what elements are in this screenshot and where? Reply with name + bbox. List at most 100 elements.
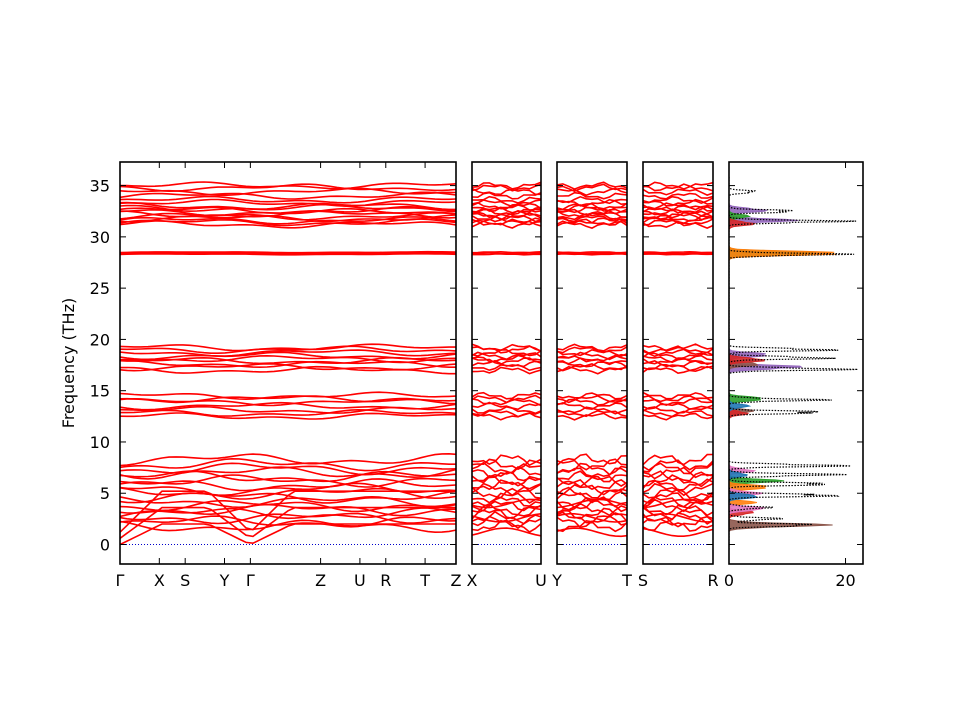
band-line — [472, 510, 541, 525]
band-line — [643, 521, 713, 532]
y-tick-label: 30 — [90, 228, 110, 247]
band-line — [643, 466, 713, 480]
band-line — [472, 465, 541, 479]
band-line — [557, 397, 627, 406]
band-line — [472, 181, 541, 190]
band-line — [472, 195, 541, 204]
band-line — [557, 213, 627, 221]
y-tick-label: 35 — [90, 177, 110, 196]
band-line — [472, 366, 541, 375]
band-line — [120, 401, 456, 411]
band-line — [557, 365, 627, 375]
x-tick-label: T — [621, 571, 632, 590]
band-line — [120, 462, 456, 476]
band-line — [643, 453, 713, 466]
axis-ticks — [119, 162, 863, 564]
band-line — [557, 351, 627, 361]
band-line — [472, 461, 541, 475]
band-panel-p2 — [472, 181, 541, 546]
band-line — [120, 482, 456, 497]
axes-frames — [119, 161, 864, 565]
band-line — [557, 215, 627, 223]
x-tick-label: S — [180, 571, 190, 590]
band-line — [472, 479, 541, 493]
frame-dos — [728, 161, 864, 565]
band-panel-p3 — [557, 181, 627, 546]
band-line — [557, 346, 627, 354]
x-tick-label: Y — [551, 571, 562, 590]
band-line — [120, 216, 456, 225]
band-line — [120, 503, 456, 517]
band-line — [557, 195, 627, 205]
band-line — [643, 498, 713, 513]
band-line — [557, 363, 627, 372]
x-tick-label: X — [154, 571, 165, 590]
band-line — [643, 470, 713, 482]
band-line — [557, 191, 627, 200]
band-line — [120, 507, 456, 520]
band-line — [557, 348, 627, 358]
x-tick-label: R — [380, 571, 391, 590]
band-line — [120, 519, 456, 534]
band-line — [643, 345, 713, 354]
band-line — [472, 471, 541, 484]
band-line — [643, 395, 713, 403]
band-line — [120, 506, 456, 540]
x-tick-label: T — [419, 571, 430, 590]
band-line — [643, 192, 713, 200]
y-tick-label: 10 — [90, 433, 110, 452]
band-line — [557, 515, 627, 529]
band-line — [472, 391, 541, 400]
band-line — [472, 409, 541, 418]
band-line — [120, 207, 456, 217]
band-line — [120, 253, 456, 256]
band-line — [120, 345, 456, 355]
band-line — [643, 198, 713, 207]
band-line — [643, 210, 713, 219]
band-line — [643, 218, 713, 227]
band-line — [120, 512, 456, 525]
band-line — [120, 499, 456, 513]
dos-x-tick-label: 0 — [724, 571, 734, 590]
band-line — [557, 392, 627, 400]
band-line — [643, 412, 713, 421]
band-line — [557, 496, 627, 508]
y-tick-label: 25 — [90, 279, 110, 298]
band-line — [120, 395, 456, 404]
band-line — [120, 351, 456, 361]
band-line — [472, 204, 541, 212]
band-line — [472, 405, 541, 415]
band-line — [472, 187, 541, 196]
dos-x-tick-label: 20 — [835, 571, 855, 590]
x-tick-label: Γ — [116, 571, 125, 590]
band-panel-p4 — [643, 181, 713, 546]
x-tick-label: Z — [451, 571, 462, 590]
band-line — [120, 515, 456, 528]
band-line — [472, 215, 541, 223]
band-line — [557, 502, 627, 517]
band-line — [643, 213, 713, 221]
band-line — [557, 458, 627, 471]
band-line — [472, 401, 541, 411]
band-line — [643, 250, 713, 254]
band-line — [557, 181, 627, 190]
band-line — [472, 496, 541, 507]
band-line — [643, 351, 713, 361]
band-line — [120, 195, 456, 204]
band-line — [643, 202, 713, 211]
band-line — [643, 406, 713, 414]
band-line — [472, 482, 541, 497]
frame-p4 — [642, 161, 714, 565]
band-line — [643, 195, 713, 205]
band-line — [472, 343, 541, 352]
band-line — [120, 250, 456, 254]
x-tick-label: R — [707, 571, 718, 590]
band-line — [643, 348, 713, 358]
band-line — [557, 187, 627, 197]
band-line — [643, 208, 713, 217]
band-line — [120, 211, 456, 221]
x-tick-label: Z — [315, 571, 326, 590]
band-line — [643, 360, 713, 368]
y-tick-label: 15 — [90, 382, 110, 401]
band-line — [120, 457, 456, 472]
